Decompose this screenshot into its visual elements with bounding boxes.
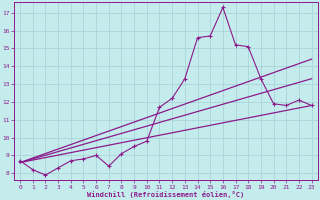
X-axis label: Windchill (Refroidissement éolien,°C): Windchill (Refroidissement éolien,°C)	[87, 191, 244, 198]
